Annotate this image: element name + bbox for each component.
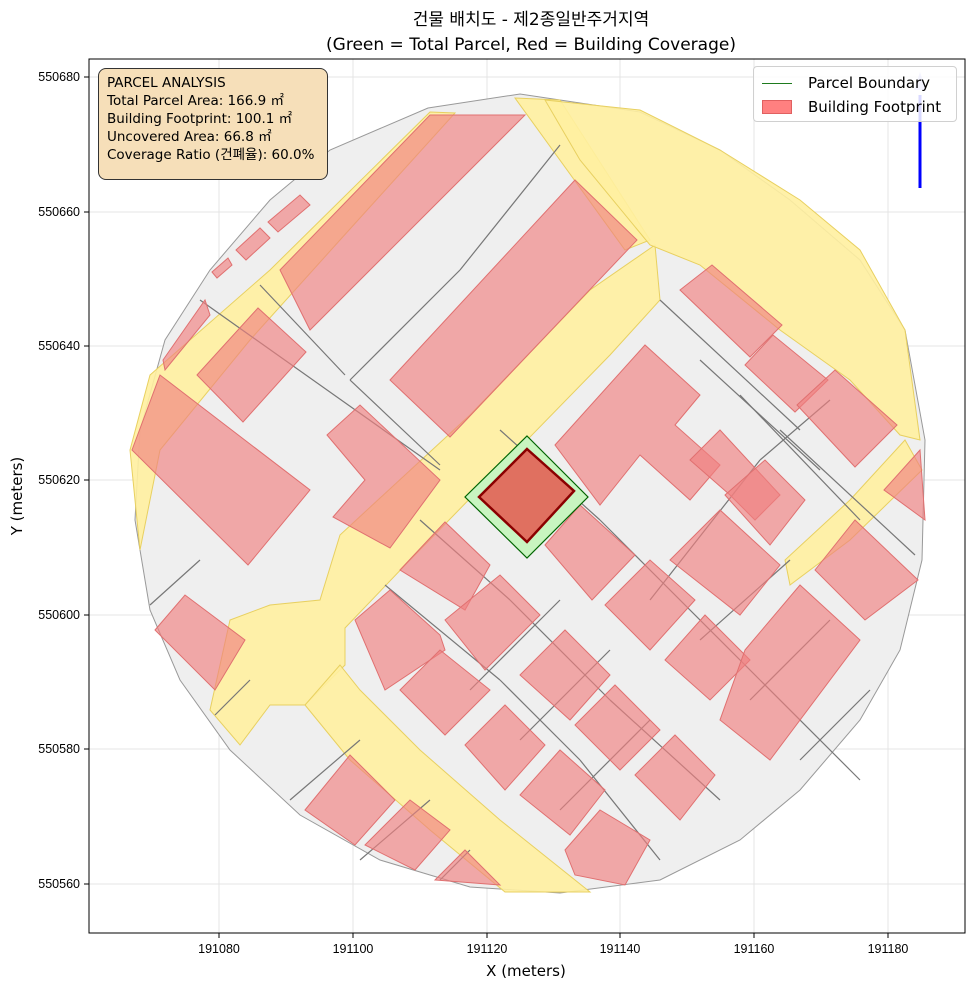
building xyxy=(326,404,441,549)
building xyxy=(519,629,611,721)
road-east-diagonal xyxy=(544,99,921,441)
building xyxy=(519,749,606,836)
building xyxy=(235,227,271,261)
y-tick-label: 550580 xyxy=(38,742,80,756)
building xyxy=(679,264,783,358)
building xyxy=(154,594,246,691)
legend-label-parcel: Parcel Boundary xyxy=(808,74,931,92)
building xyxy=(444,574,541,671)
building xyxy=(354,589,446,691)
building xyxy=(574,684,661,771)
building xyxy=(196,307,307,423)
target-building xyxy=(477,447,576,544)
building xyxy=(162,298,211,372)
y-tick-label: 550640 xyxy=(38,339,80,353)
building xyxy=(389,179,638,438)
building xyxy=(544,504,636,601)
building xyxy=(719,584,861,761)
building-patch-swatch xyxy=(762,100,792,114)
building xyxy=(433,849,502,886)
building xyxy=(604,559,696,651)
analysis-uncovered-area: Uncovered Area: 66.8 ㎡ xyxy=(107,129,272,145)
building xyxy=(304,754,396,846)
legend-item-parcel: Parcel Boundary xyxy=(762,71,948,95)
building xyxy=(364,799,451,871)
building xyxy=(399,521,491,611)
y-tick-label: 550660 xyxy=(38,205,80,219)
analysis-total-area: Total Parcel Area: 166.9 ㎡ xyxy=(107,93,284,109)
legend: Parcel Boundary Building Footprint xyxy=(753,66,957,122)
title-line-1: 건물 배치도 - 제2종일반주거지역 xyxy=(413,10,649,30)
analysis-coverage-ratio: Coverage Ratio (건폐율): 60.0% xyxy=(107,147,315,163)
x-tick-label: 191140 xyxy=(600,942,641,956)
analysis-heading: PARCEL ANALYSIS xyxy=(107,75,226,91)
building xyxy=(564,809,651,886)
x-tick-label: 191100 xyxy=(333,942,374,956)
buildings xyxy=(131,114,926,886)
building xyxy=(883,448,926,522)
y-axis-label: Y (meters) xyxy=(8,457,26,537)
building xyxy=(211,257,233,279)
legend-label-building: Building Footprint xyxy=(808,98,942,116)
map-layer xyxy=(129,72,926,894)
analysis-building-footprint: Building Footprint: 100.1 ㎡ xyxy=(107,111,293,127)
y-tick-label: 550600 xyxy=(38,608,80,622)
x-tick-label: 191180 xyxy=(868,942,909,956)
x-tick-label: 191160 xyxy=(734,942,775,956)
building xyxy=(669,509,781,616)
building xyxy=(634,734,716,821)
x-axis-label: X (meters) xyxy=(486,962,566,980)
building xyxy=(131,374,311,566)
legend-item-building: Building Footprint xyxy=(762,95,948,119)
building xyxy=(814,519,919,621)
parcel-analysis-box: PARCEL ANALYSIS Total Parcel Area: 166.9… xyxy=(98,68,328,180)
y-tick-label: 550680 xyxy=(38,70,80,84)
roads xyxy=(129,97,923,893)
x-tick-label: 191120 xyxy=(467,942,508,956)
road-south-diagonal xyxy=(304,664,592,893)
building xyxy=(724,459,806,546)
parcel-line-swatch xyxy=(762,82,792,84)
building xyxy=(399,649,491,736)
building xyxy=(267,194,311,233)
y-tick-label: 550620 xyxy=(38,473,80,487)
building xyxy=(279,114,527,331)
building xyxy=(464,704,546,791)
title-line-2: (Green = Total Parcel, Red = Building Co… xyxy=(326,35,736,55)
x-tick-label: 191080 xyxy=(198,942,240,956)
y-tick-label: 550560 xyxy=(38,877,80,891)
building xyxy=(796,369,898,468)
